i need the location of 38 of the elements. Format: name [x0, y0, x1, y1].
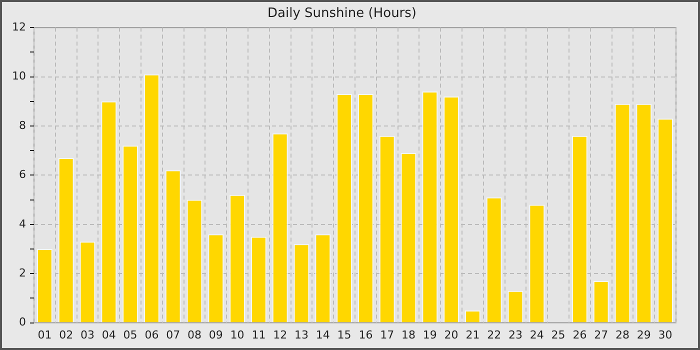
x-tick-label: 06 — [144, 328, 159, 342]
x-tick-label: 18 — [402, 328, 416, 342]
x-tick-label: 09 — [208, 328, 223, 342]
x-tick-label: 13 — [294, 328, 308, 342]
x-tick-label: 30 — [658, 328, 672, 342]
x-tick-label: 05 — [123, 328, 138, 342]
x-tick-label: 28 — [616, 328, 630, 342]
x-tick-label: 27 — [594, 328, 608, 342]
x-tick-label: 07 — [166, 328, 180, 342]
x-tick-label: 10 — [230, 328, 244, 342]
x-tick-label: 15 — [337, 328, 352, 342]
x-tick-label: 19 — [422, 328, 437, 342]
x-tick-label: 01 — [38, 328, 52, 342]
x-tick-label: 29 — [636, 328, 651, 342]
x-tick-label: 12 — [273, 328, 288, 342]
x-tick-label: 04 — [102, 328, 116, 342]
chart-title: Daily Sunshine (Hours) — [268, 6, 416, 22]
x-tick-label: 03 — [80, 328, 94, 342]
x-tick-label: 08 — [188, 328, 202, 342]
x-tick-label: 22 — [487, 328, 502, 342]
y-tick-label: 2 — [18, 266, 26, 280]
y-tick-label: 12 — [12, 20, 26, 34]
y-tick-label: 10 — [12, 70, 26, 83]
x-tick-label: 14 — [316, 328, 330, 342]
x-tick-label: 17 — [380, 328, 394, 342]
y-tick-label: 4 — [18, 217, 26, 230]
x-tick-label: 24 — [530, 328, 544, 342]
x-tick-label: 23 — [508, 328, 522, 342]
x-tick-label: 11 — [252, 328, 266, 342]
x-tick-label: 21 — [466, 328, 480, 342]
x-tick-label: 26 — [572, 328, 587, 342]
x-tick-label: 16 — [358, 328, 373, 342]
y-tick-label: 6 — [18, 168, 26, 182]
x-tick-label: 25 — [551, 328, 566, 342]
x-tick-label: 20 — [444, 328, 458, 342]
y-tick-label: 8 — [18, 118, 26, 132]
y-tick-label: 0 — [18, 316, 26, 329]
x-tick-label: 02 — [59, 328, 74, 342]
